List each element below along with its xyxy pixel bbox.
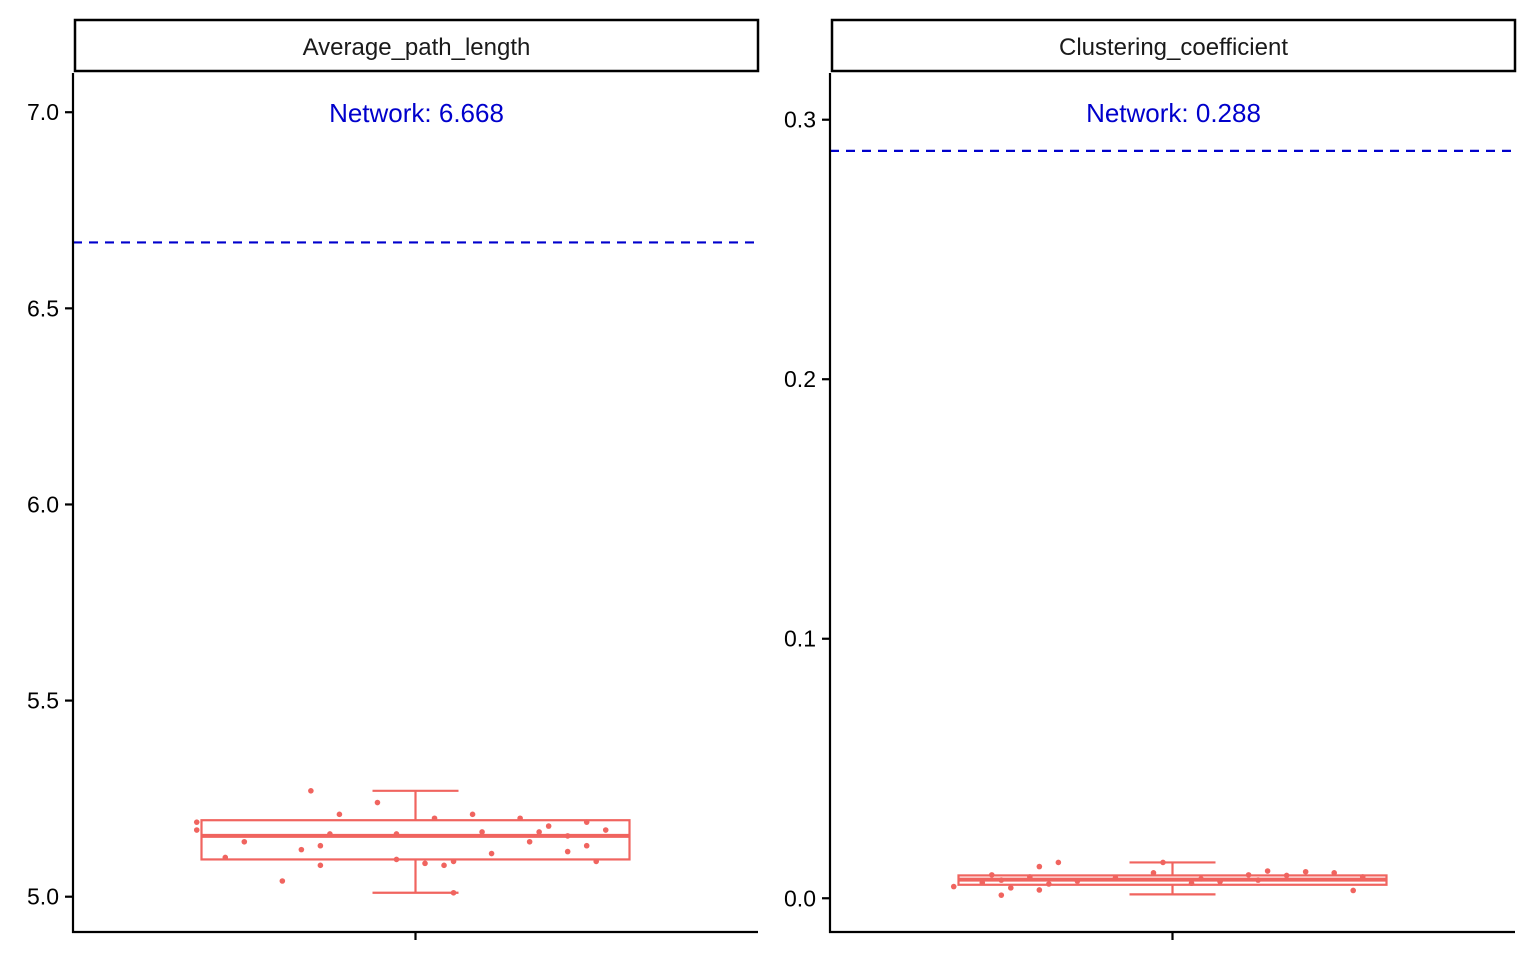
data-point-clustering-coefficient: [1283, 872, 1290, 879]
data-point-average-path-length: [422, 860, 428, 867]
data-point-average-path-length: [393, 856, 400, 863]
data-point-clustering-coefficient: [988, 872, 995, 878]
data-point-clustering-coefficient: [1027, 874, 1033, 880]
data-point-average-path-length: [479, 829, 485, 835]
data-point-clustering-coefficient: [1036, 863, 1043, 870]
data-point-clustering-coefficient: [1264, 868, 1271, 874]
y-tick-label-average-path-length: 5.0: [27, 884, 59, 910]
data-point-average-path-length: [241, 838, 248, 845]
data-point-average-path-length: [393, 831, 400, 837]
y-tick-label-average-path-length: 7.0: [27, 99, 59, 125]
data-point-clustering-coefficient: [998, 892, 1005, 898]
data-point-clustering-coefficient: [1150, 870, 1157, 876]
data-point-average-path-length: [564, 848, 571, 855]
data-point-clustering-coefficient: [1302, 868, 1309, 875]
data-point-clustering-coefficient: [1046, 881, 1052, 887]
y-tick-label-average-path-length: 6.5: [27, 295, 59, 321]
data-point-average-path-length: [564, 833, 571, 839]
data-point-average-path-length: [193, 819, 200, 825]
y-tick-label-average-path-length: 5.5: [27, 688, 59, 714]
y-tick-label-clustering-coefficient: 0.2: [784, 366, 816, 392]
network-annotation-average-path-length: Network: 6.668: [329, 98, 504, 128]
data-point-average-path-length: [279, 878, 286, 884]
data-point-clustering-coefficient: [950, 883, 957, 890]
data-point-average-path-length: [545, 823, 552, 829]
data-point-clustering-coefficient: [1160, 859, 1166, 866]
data-point-average-path-length: [450, 858, 457, 865]
box-iqr-average-path-length: [200, 819, 631, 861]
facet-strip-clustering-coefficient: [830, 18, 1517, 73]
y-tick-label-clustering-coefficient: 0.3: [784, 107, 816, 133]
data-point-clustering-coefficient: [1255, 877, 1261, 883]
data-point-average-path-length: [593, 858, 600, 865]
data-point-clustering-coefficient: [1188, 880, 1195, 887]
data-point-average-path-length: [308, 787, 314, 794]
y-tick-label-average-path-length: 6.0: [27, 491, 59, 517]
data-point-average-path-length: [336, 811, 343, 818]
data-point-clustering-coefficient: [1350, 887, 1357, 894]
data-point-clustering-coefficient: [1008, 885, 1014, 891]
data-point-clustering-coefficient: [1217, 878, 1223, 885]
data-point-clustering-coefficient: [1359, 874, 1366, 880]
data-point-average-path-length: [450, 889, 457, 896]
data-point-clustering-coefficient: [1331, 870, 1337, 876]
data-point-average-path-length: [526, 838, 533, 845]
panel-clustering-coefficient: Clustering_coefficient Network: 0.288 0.…: [784, 18, 1518, 940]
panel-average-path-length: Average_path_length Network: 6.668 5.0 5.…: [27, 18, 761, 940]
data-point-average-path-length: [488, 850, 495, 857]
facet-label-clustering-coefficient: Clustering_coefficient: [1059, 34, 1288, 61]
data-point-average-path-length: [317, 842, 324, 849]
data-point-average-path-length: [327, 831, 333, 837]
data-point-clustering-coefficient: [998, 877, 1005, 883]
facet-label-average-path-length: Average_path_length: [303, 34, 531, 61]
data-point-clustering-coefficient: [1055, 859, 1062, 866]
y-tick-label-clustering-coefficient: 0.0: [784, 885, 816, 911]
data-point-clustering-coefficient: [979, 879, 986, 886]
data-point-average-path-length: [583, 819, 590, 825]
data-point-average-path-length: [517, 815, 523, 822]
data-point-average-path-length: [469, 811, 476, 818]
facet-strip-average-path-length: [73, 18, 760, 73]
network-annotation-clustering-coefficient: Network: 0.288: [1086, 98, 1261, 128]
data-point-average-path-length: [317, 862, 324, 869]
data-point-clustering-coefficient: [1198, 875, 1204, 882]
data-point-clustering-coefficient: [1036, 887, 1043, 893]
data-point-average-path-length: [374, 799, 381, 806]
data-point-average-path-length: [583, 842, 590, 849]
data-point-average-path-length: [441, 862, 447, 869]
data-point-average-path-length: [602, 827, 609, 833]
data-point-average-path-length: [431, 815, 438, 822]
data-point-average-path-length: [193, 827, 200, 833]
data-point-average-path-length: [222, 854, 229, 861]
data-point-clustering-coefficient: [1245, 872, 1252, 878]
data-point-clustering-coefficient: [1112, 875, 1119, 881]
y-tick-label-clustering-coefficient: 0.1: [784, 626, 816, 652]
data-point-average-path-length: [298, 846, 305, 853]
data-point-average-path-length: [536, 829, 542, 835]
data-point-clustering-coefficient: [1074, 878, 1081, 884]
